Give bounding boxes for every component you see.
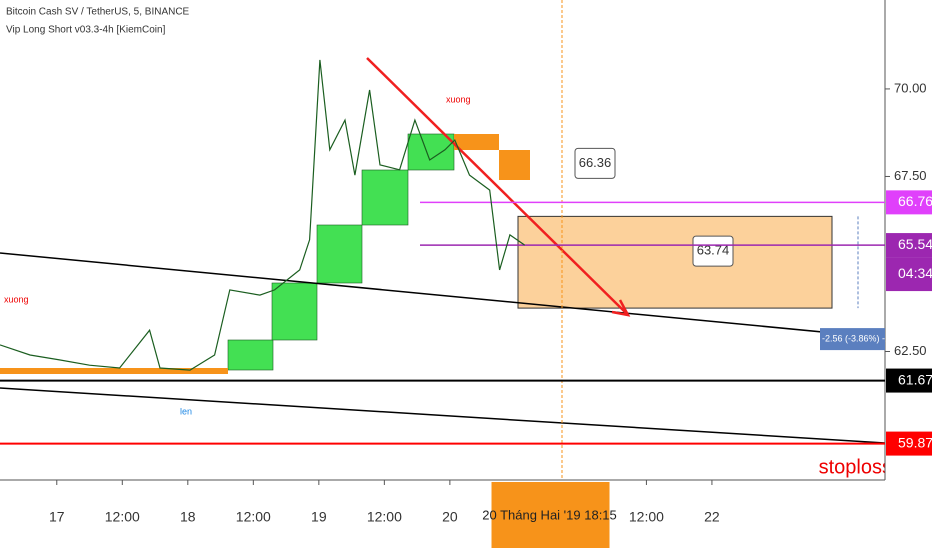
x-tick-label: 18 <box>180 509 196 525</box>
price-tag-label: 59.87 <box>898 434 932 450</box>
price-tag-label: 61.67 <box>898 371 932 387</box>
price-tag-label: 66.76 <box>898 193 932 209</box>
y-tick-label: 62.50 <box>894 343 927 358</box>
callout <box>692 235 734 267</box>
y-tick-label: 67.50 <box>894 168 927 183</box>
signal-zones <box>0 133 530 374</box>
price-tag <box>886 431 932 456</box>
annotation: len <box>180 406 192 416</box>
x-tick-label: 12:00 <box>629 509 664 525</box>
annotation: xuong <box>446 94 471 104</box>
x-tick-label: 12:00 <box>367 509 402 525</box>
chart-title: Bitcoin Cash SV / TetherUS, 5, BINANCE <box>6 7 190 18</box>
price-tag <box>886 190 932 215</box>
x-tick-label: 19 <box>311 509 327 525</box>
price-tag-label: 65.54 <box>898 236 932 252</box>
target-box <box>517 215 833 309</box>
x-tick-label: 22 <box>704 509 720 525</box>
crosshair-tag <box>491 482 610 548</box>
y-tick-label: 70.00 <box>894 80 927 95</box>
price-tag <box>886 233 932 258</box>
chart-subtitle: Vip Long Short v03.3-4h [KiemCoin] <box>6 25 166 36</box>
annotation: xuong <box>4 294 29 304</box>
x-tick-label: 12:00 <box>236 509 271 525</box>
measure-box <box>820 328 885 351</box>
x-tick-label: 17 <box>49 509 65 525</box>
trend-lines <box>0 0 886 480</box>
callout <box>574 147 616 179</box>
measure-text: -2.56 (-3.86%) -256 <box>822 333 900 343</box>
countdown-label: 04:34 <box>898 265 932 281</box>
x-tick-label: 20 <box>442 509 458 525</box>
price-tag <box>886 368 932 393</box>
price-series <box>0 59 526 371</box>
callout-text: 63.74 <box>697 243 730 258</box>
callout-text: 66.36 <box>579 155 612 170</box>
countdown-tag <box>886 257 932 292</box>
stoploss-label: stoploss <box>819 456 892 478</box>
crosshair-label: 20 Tháng Hai '19 18:15 <box>482 507 617 522</box>
x-tick-label: 12:00 <box>105 509 140 525</box>
